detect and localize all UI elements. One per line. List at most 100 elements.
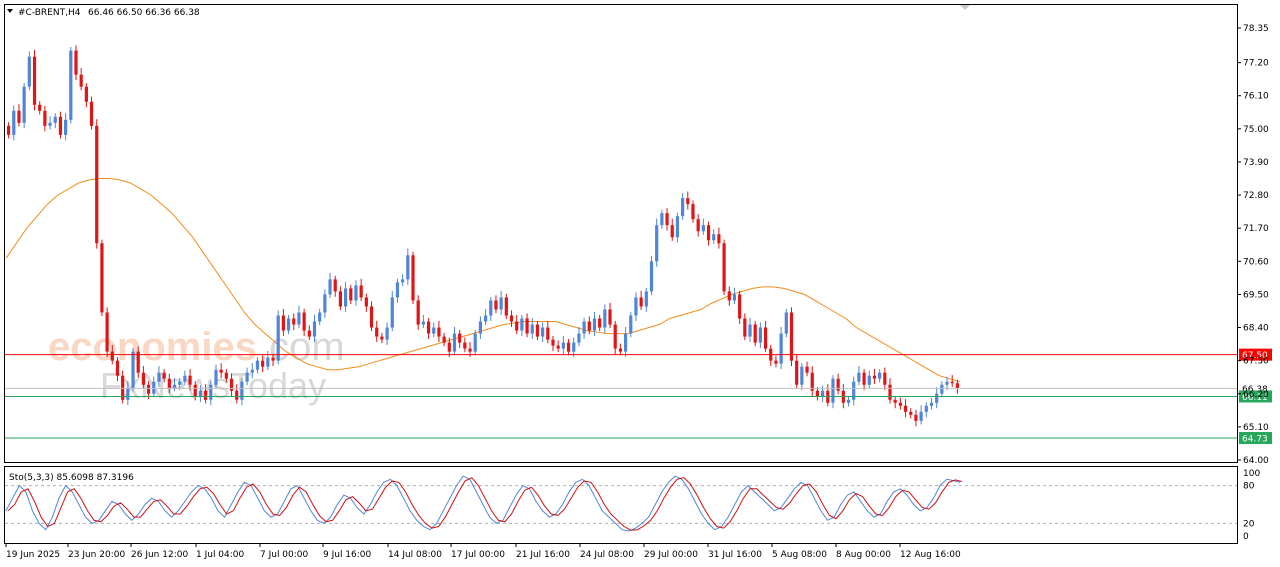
candle: [587, 316, 591, 335]
candle-body: [878, 372, 882, 379]
candle-body: [416, 300, 420, 325]
candle-body: [655, 225, 659, 262]
scroll-marker-icon[interactable]: [960, 5, 970, 10]
candle-body: [582, 321, 586, 334]
candle: [359, 278, 363, 302]
candle-body: [240, 381, 244, 400]
candle: [556, 340, 560, 353]
triangle-down-icon[interactable]: [7, 9, 13, 13]
candle-body: [940, 384, 944, 394]
candle: [385, 322, 389, 346]
stoch-main-line: [5, 475, 961, 532]
candle: [416, 295, 420, 330]
candle-body: [121, 375, 125, 400]
candle-body: [603, 309, 607, 328]
candle: [302, 308, 306, 336]
candle-body: [888, 384, 892, 400]
candle: [364, 293, 368, 312]
candle-body: [401, 279, 405, 283]
candle: [64, 113, 68, 141]
price-label: 64.00: [1243, 456, 1269, 466]
candle-body: [691, 204, 695, 220]
stochastic-layer: 100 80 20 0: [5, 469, 1260, 542]
candle-body: [929, 402, 934, 406]
candle-body: [32, 56, 37, 105]
candle-body: [385, 327, 389, 340]
candle: [561, 335, 565, 355]
candle-body: [183, 375, 187, 382]
candle-body: [395, 282, 400, 298]
candle-body: [17, 110, 21, 123]
level-tag-support2: [1239, 432, 1272, 445]
candle-body: [204, 390, 208, 400]
candle: [566, 338, 571, 356]
candle: [603, 304, 607, 333]
candle-body: [738, 294, 742, 319]
candle: [738, 290, 742, 324]
level-label-current: 66.38: [1242, 385, 1268, 395]
candle-body: [935, 393, 939, 403]
candle: [618, 343, 622, 356]
candle-body: [432, 327, 436, 334]
candle: [240, 378, 244, 406]
candle-body: [587, 321, 591, 331]
candle: [924, 402, 928, 418]
candle: [421, 314, 425, 329]
time-label: 5 Aug 08:00: [772, 550, 827, 560]
time-label: 1 Jul 04:00: [196, 550, 245, 560]
candle-body: [665, 213, 669, 226]
candle-body: [442, 336, 446, 343]
candle-body: [437, 327, 441, 337]
candle-body: [955, 383, 960, 389]
time-axis: 19 Jun 2025 23 Jun 20:00 26 Jun 12:00 1 Jul…: [5, 543, 961, 560]
candle-body: [390, 297, 394, 328]
candle: [105, 307, 109, 358]
candle-body: [872, 375, 877, 379]
candle: [193, 381, 197, 401]
candle-body: [743, 318, 747, 337]
candle: [852, 376, 856, 406]
symbol-label: #C-BRENT,H4: [18, 8, 81, 18]
candle: [297, 305, 301, 329]
candle: [572, 337, 576, 358]
level-label-resistance: 67.50: [1242, 351, 1268, 361]
price-label: 71.70: [1243, 224, 1269, 234]
candle-body: [359, 285, 363, 298]
candle: [271, 354, 275, 367]
candle: [349, 284, 353, 305]
candle: [489, 296, 493, 321]
candle: [883, 367, 887, 391]
candle-body: [520, 318, 524, 331]
candle: [375, 320, 379, 342]
candle: [665, 208, 669, 231]
candle-body: [105, 312, 109, 352]
candle: [100, 239, 104, 317]
candle-body: [566, 342, 571, 352]
candle-body: [732, 294, 737, 301]
candle: [598, 314, 602, 332]
candle-body: [473, 333, 477, 352]
candle-body: [286, 318, 291, 331]
watermark: economies .com FxNewsToday: [48, 325, 345, 406]
stoch-level-label: 80: [1243, 482, 1255, 492]
candle-body: [198, 390, 203, 397]
level-label-support1: 66.11: [1242, 393, 1268, 403]
candle-body: [618, 348, 622, 352]
candle: [27, 51, 31, 91]
price-label: 78.35: [1243, 24, 1269, 34]
candle: [115, 357, 120, 382]
candle-body: [369, 306, 374, 328]
candle: [32, 49, 37, 111]
candle-body: [463, 342, 467, 349]
candle: [136, 346, 140, 379]
candle: [509, 310, 514, 327]
candle-body: [69, 50, 73, 120]
candle: [608, 302, 612, 329]
candle-body: [535, 324, 540, 337]
candle: [701, 218, 705, 235]
candle-body: [717, 234, 721, 244]
candle: [535, 320, 540, 341]
candle: [857, 366, 861, 386]
candle-body: [64, 119, 68, 135]
